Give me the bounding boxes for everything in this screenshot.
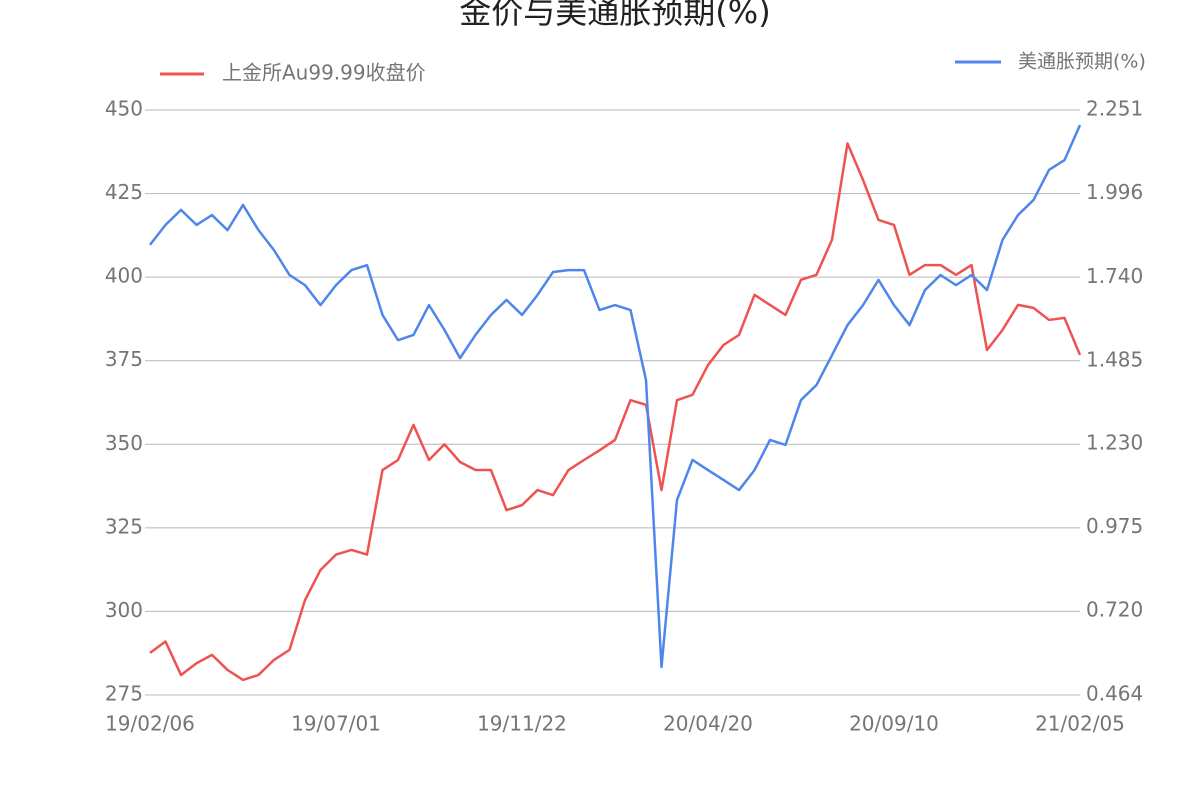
x-tick-label: 21/02/05 <box>1035 712 1125 736</box>
series-line <box>149 124 1082 669</box>
y-tick-label: 450 <box>105 97 143 121</box>
y2-tick-label: 1.740 <box>1086 264 1143 288</box>
y2-tick-label: 0.720 <box>1086 598 1143 622</box>
x-tick-label: 19/02/06 <box>105 712 195 736</box>
y-tick-label: 350 <box>105 431 143 455</box>
series-line <box>149 142 1082 682</box>
y-tick-label: 375 <box>105 347 143 371</box>
x-tick-label: 19/11/22 <box>477 712 567 736</box>
y2-tick-label: 1.485 <box>1086 347 1143 371</box>
y2-tick-label: 2.251 <box>1086 97 1143 121</box>
y-tick-label: 325 <box>105 514 143 538</box>
y2-tick-label: 1.230 <box>1086 431 1143 455</box>
x-tick-label: 19/07/01 <box>291 712 381 736</box>
y2-tick-label: 0.464 <box>1086 682 1143 706</box>
y2-tick-label: 0.975 <box>1086 514 1143 538</box>
y-tick-label: 275 <box>105 682 143 706</box>
legend-label: 美通胀预期(%) <box>1018 51 1146 73</box>
y-tick-label: 400 <box>105 264 143 288</box>
x-tick-label: 20/09/10 <box>849 712 939 736</box>
chart-title: 金价与美通胀预期(%) <box>459 0 770 31</box>
x-tick-label: 20/04/20 <box>663 712 753 736</box>
y-tick-label: 425 <box>105 180 143 204</box>
legend-label: 上金所Au99.99收盘价 <box>222 61 426 85</box>
y2-tick-label: 1.996 <box>1086 180 1143 204</box>
y-tick-label: 300 <box>105 598 143 622</box>
